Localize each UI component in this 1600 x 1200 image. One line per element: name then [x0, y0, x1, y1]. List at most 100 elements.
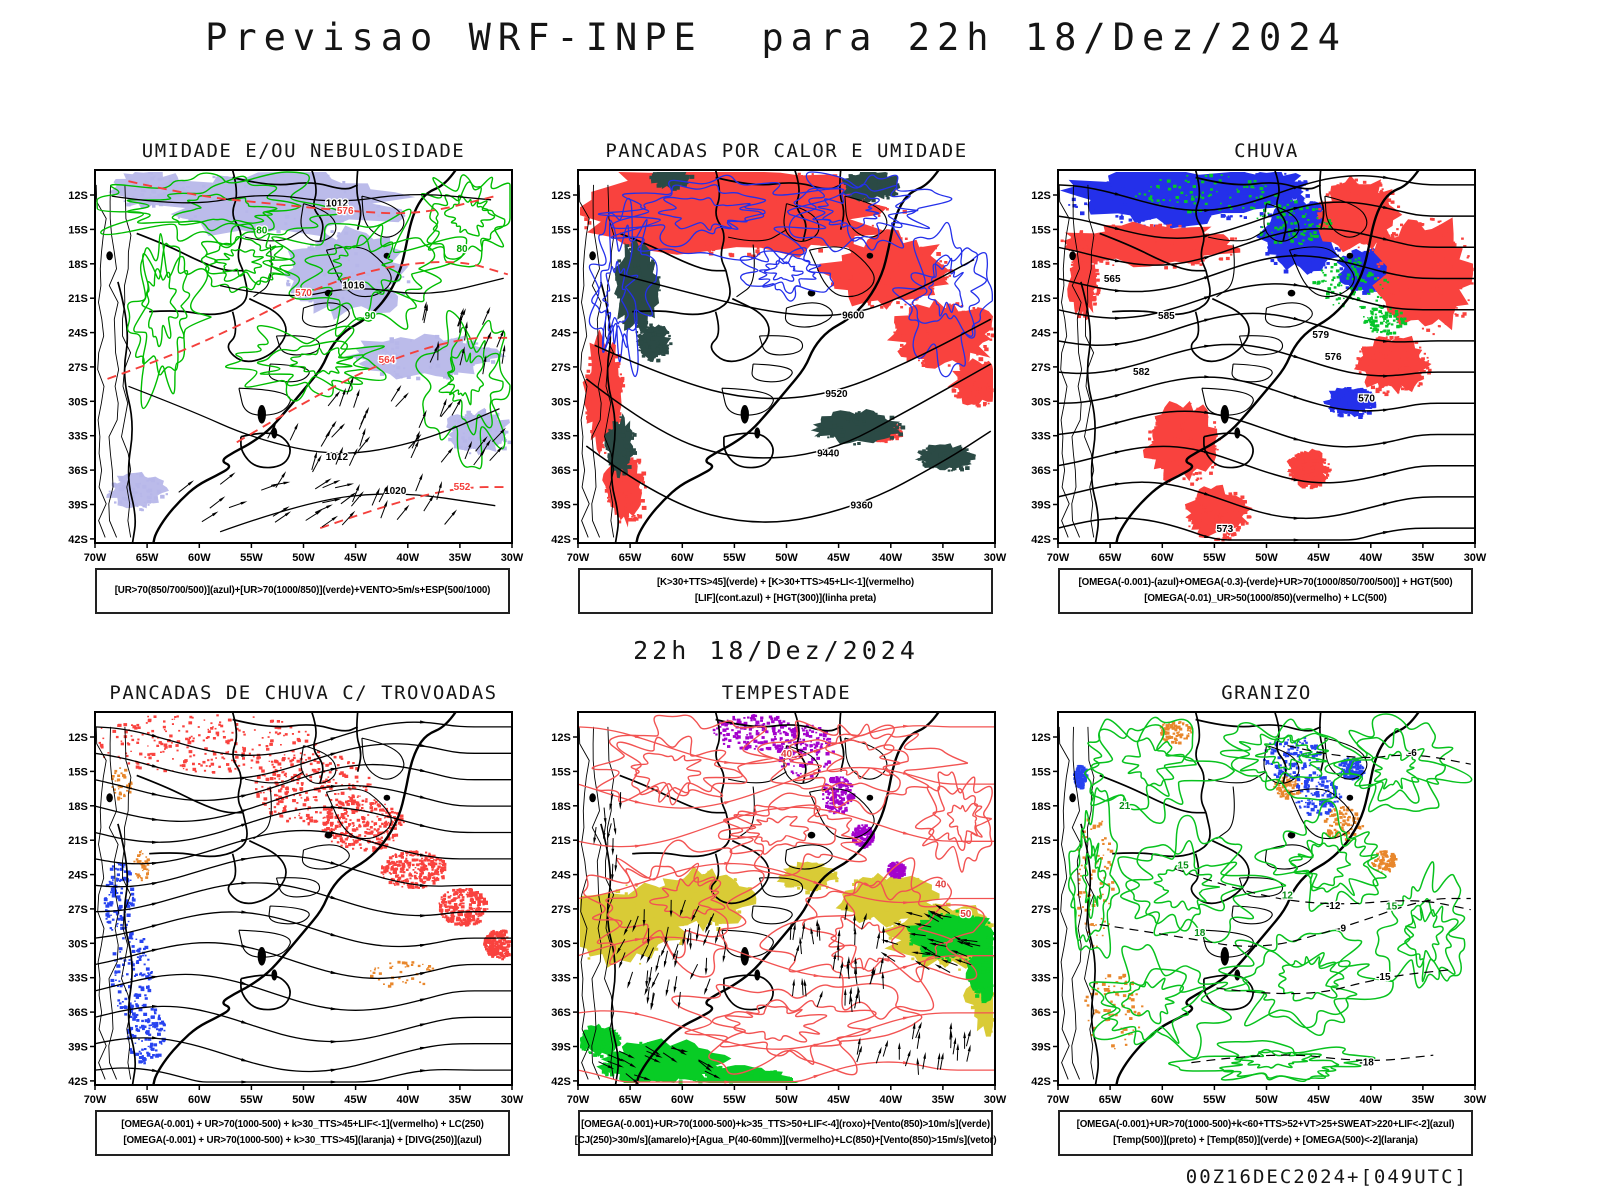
lat-tick-label: 42S — [68, 534, 88, 546]
svg-text:80: 80 — [256, 225, 268, 236]
panel-title-tempestade: TEMPESTADE — [721, 682, 852, 704]
lon-tick-label: 65W — [136, 1094, 159, 1106]
lon-tick-label: 50W — [775, 1094, 798, 1106]
lon-tick-label: 50W — [1255, 552, 1278, 564]
svg-text:579: 579 — [1312, 330, 1329, 341]
lon-tick-label: 30W — [1464, 1094, 1487, 1106]
map-chuva: 585 582 579 576 570 573 565 12S 15S 18S 21S 24S 27S 3… — [1031, 169, 1487, 564]
caption-line: [UR>70(850/700/500)](azul)+[UR>70(1000/8… — [114, 584, 491, 596]
lon-tick-label: 40W — [396, 1094, 419, 1106]
svg-text:565: 565 — [1104, 274, 1121, 285]
lon-tick-label: 70W — [567, 1094, 590, 1106]
line-layers: 9600 9520 9440 9360 — [585, 171, 993, 523]
lat-tick-label: 36S — [68, 465, 88, 477]
lat-tick-label: 30S — [1031, 938, 1051, 950]
lat-tick-label: 33S — [68, 431, 88, 443]
lon-tick-label: 45W — [344, 1094, 367, 1106]
lat-tick-label: 39S — [1031, 1042, 1051, 1054]
panel-title-trovoadas: PANCADAS DE CHUVA C/ TROVOADAS — [109, 682, 498, 704]
axes: 12S 15S 18S 21S 24S 27S 30S 33S 36S 39S 42S 70W 65W 6… — [551, 169, 1007, 564]
lon-tick-label: 70W — [1047, 552, 1070, 564]
axes: 12S 15S 18S 21S 24S 27S 30S 33S 36S 39S 42S 70W 65W 6… — [68, 711, 524, 1106]
lat-tick-label: 15S — [68, 224, 88, 236]
svg-text:9520: 9520 — [825, 389, 848, 400]
lon-tick-label: 30W — [501, 1094, 524, 1106]
svg-text:1012: 1012 — [326, 452, 349, 463]
lat-tick-label: 12S — [551, 190, 571, 202]
line-layers — [94, 720, 512, 1084]
lon-tick-label: 55W — [1203, 552, 1226, 564]
map-pancadas-calor: 9600 9520 9440 9360 12S 15S 18S 21S 24S 27S 30S 33S… — [551, 169, 1007, 564]
field-layers — [580, 714, 995, 1084]
lat-tick-label: 33S — [551, 431, 571, 443]
lat-tick-label: 33S — [68, 973, 88, 985]
lat-tick-label: 15S — [551, 766, 571, 778]
lat-tick-label: 24S — [68, 870, 88, 882]
lon-tick-label: 55W — [240, 1094, 263, 1106]
lat-tick-label: 18S — [68, 801, 88, 813]
svg-text:582: 582 — [1133, 367, 1150, 378]
panel-chuva: CHUVA 585 582 579 576 570 573 565 12S 15S 18S 21S 2… — [1022, 140, 1492, 618]
panel-pancadas-calor: PANCADAS POR CALOR E UMIDADE 9600 9520 944… — [542, 140, 1012, 618]
lon-tick-label: 50W — [1255, 1094, 1278, 1106]
lat-tick-label: 39S — [551, 1042, 571, 1054]
lat-tick-label: 24S — [1031, 870, 1051, 882]
lat-tick-label: 18S — [1031, 801, 1051, 813]
caption-line: [OMEGA(-0.01)_UR>50(1000/850)(vermelho) … — [1144, 592, 1387, 604]
lat-tick-label: 12S — [68, 732, 88, 744]
lon-tick-label: 45W — [827, 552, 850, 564]
svg-text:1020: 1020 — [384, 486, 407, 497]
svg-text:90: 90 — [365, 311, 377, 322]
panel-umidade: UMIDADE E/OU NEBULOSIDADE 1012 1016 1012 10… — [59, 140, 529, 618]
lat-tick-label: 39S — [1031, 500, 1051, 512]
lat-tick-label: 36S — [68, 1007, 88, 1019]
basemap — [578, 169, 940, 544]
lon-tick-label: 45W — [1307, 1094, 1330, 1106]
lon-tick-label: 45W — [1307, 552, 1330, 564]
svg-text:570: 570 — [1358, 393, 1375, 404]
lon-tick-label: 65W — [1099, 552, 1122, 564]
lon-tick-label: 40W — [1359, 1094, 1382, 1106]
lat-tick-label: 30S — [551, 396, 571, 408]
panel-tempestade: TEMPESTADE 40 40 50 12S 15S 18S 21S 24S 27S 30S 33… — [542, 682, 1012, 1160]
field-layers — [1073, 721, 1398, 1050]
lat-tick-label: 24S — [68, 328, 88, 340]
lat-tick-label: 30S — [1031, 396, 1051, 408]
lon-tick-label: 70W — [567, 552, 590, 564]
lon-tick-label: 35W — [449, 552, 472, 564]
basemap — [95, 169, 457, 544]
lat-tick-label: 12S — [551, 732, 571, 744]
svg-text:80: 80 — [456, 244, 468, 255]
lon-tick-label: 60W — [671, 552, 694, 564]
lon-tick-label: 60W — [188, 552, 211, 564]
caption-line: [OMEGA(-0.001)+UR>70(1000-500)+k<60+TTS>… — [1076, 1119, 1455, 1131]
lat-tick-label: 36S — [1031, 465, 1051, 477]
lat-tick-label: 42S — [1031, 1076, 1051, 1088]
lon-tick-label: 30W — [501, 552, 524, 564]
lon-tick-label: 35W — [449, 1094, 472, 1106]
axes: 12S 15S 18S 21S 24S 27S 30S 33S 36S 39S 42S 70W 65W 6… — [1031, 711, 1487, 1106]
lat-tick-label: 15S — [68, 766, 88, 778]
lon-tick-label: 35W — [1412, 552, 1435, 564]
caption-box-chuva: [OMEGA(-0.001)-(azul)+OMEGA(-0.3)-(verde… — [1058, 568, 1473, 614]
page-title: Previsao WRF-INPE para 22h 18/Dez/2024 — [205, 16, 1347, 59]
lat-tick-label: 12S — [1031, 190, 1051, 202]
lat-tick-label: 24S — [551, 328, 571, 340]
axes: 12S 15S 18S 21S 24S 27S 30S 33S 36S 39S 42S 70W 65W 6… — [68, 169, 524, 564]
lat-tick-label: 21S — [551, 835, 571, 847]
caption-line: [OMEGA(-0.001)-(azul)+OMEGA(-0.3)-(verde… — [1078, 577, 1453, 589]
lon-tick-label: 50W — [292, 552, 315, 564]
lon-tick-label: 60W — [671, 1094, 694, 1106]
lat-tick-label: 18S — [68, 259, 88, 271]
lat-tick-label: 24S — [551, 870, 571, 882]
map-trovoadas: 12S 15S 18S 21S 24S 27S 30S 33S 36S 39S 42S 70W 65W 6… — [68, 711, 524, 1106]
lon-tick-label: 35W — [1412, 1094, 1435, 1106]
lat-tick-label: 33S — [551, 973, 571, 985]
lon-tick-label: 40W — [879, 552, 902, 564]
lon-tick-label: 30W — [984, 1094, 1007, 1106]
lat-tick-label: 27S — [68, 362, 88, 374]
lat-tick-label: 15S — [1031, 766, 1051, 778]
lat-tick-label: 30S — [68, 396, 88, 408]
panel-title-umidade: UMIDADE E/OU NEBULOSIDADE — [141, 140, 466, 162]
